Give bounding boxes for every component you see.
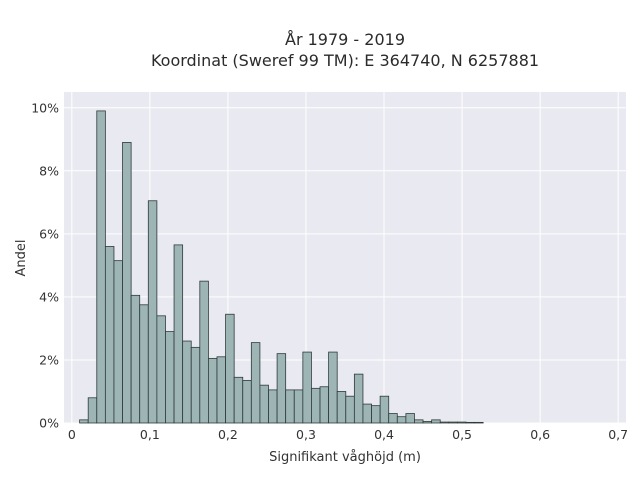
histogram-bar	[79, 419, 89, 424]
histogram-bar	[268, 389, 278, 424]
histogram-bar	[156, 315, 166, 424]
x-tick-label: 0,1	[140, 427, 160, 442]
histogram-bar	[182, 340, 192, 424]
histogram-bar	[285, 389, 295, 424]
histogram-bar	[431, 419, 441, 424]
histogram-bar	[388, 413, 398, 424]
histogram-bar	[199, 280, 209, 424]
histogram-bar	[345, 395, 355, 424]
histogram-bar	[130, 294, 141, 424]
histogram-bar	[259, 384, 269, 424]
y-tick-label: 0%	[39, 416, 59, 431]
histogram-bar	[422, 421, 433, 424]
histogram-bar	[147, 200, 158, 424]
histogram-bar	[250, 342, 261, 424]
histogram-bar	[328, 351, 338, 424]
x-tick-label: 0	[68, 427, 76, 442]
x-tick-label: 0,2	[218, 427, 238, 442]
histogram-bar	[233, 376, 244, 424]
histogram-bar	[474, 421, 484, 424]
histogram-bar	[439, 421, 450, 424]
y-tick-label: 4%	[39, 289, 59, 304]
bars	[79, 110, 484, 424]
x-tick-label: 0,7	[608, 427, 628, 442]
histogram-bar	[414, 419, 424, 424]
x-tick-label: 0,3	[296, 427, 316, 442]
x-axis-label: Signifikant våghöjd (m)	[269, 450, 421, 465]
histogram-bar	[208, 357, 218, 424]
histogram-bar	[465, 421, 475, 424]
histogram-bar	[96, 110, 106, 424]
y-tick-label: 2%	[39, 352, 59, 367]
histogram-bar	[173, 244, 184, 424]
x-tick-label: 0,6	[530, 427, 550, 442]
y-tick-label: 6%	[39, 226, 59, 241]
histogram-bar	[225, 313, 235, 424]
histogram-bar	[216, 356, 226, 424]
y-axis-label: Andel	[14, 240, 29, 277]
histogram-bar	[379, 395, 390, 424]
histogram-bar	[396, 416, 407, 424]
histogram-bar	[104, 246, 115, 424]
histogram-bar	[336, 391, 347, 424]
x-tick-label: 0,5	[452, 427, 472, 442]
chart-title: År 1979 - 2019	[285, 30, 405, 49]
histogram-bar	[165, 331, 175, 424]
histogram-bar	[276, 353, 287, 424]
histogram-bar	[113, 260, 123, 424]
x-tick-labels: 0 0,1 0,2 0,3 0,4 0,5 0,6 0,7	[68, 427, 628, 442]
histogram-bar	[302, 351, 312, 424]
histogram-bar	[190, 346, 201, 424]
histogram-bar	[242, 380, 252, 424]
histogram-bar	[87, 397, 98, 424]
histogram-bar	[448, 421, 458, 424]
histogram-bar	[311, 387, 321, 424]
y-tick-label: 10%	[31, 100, 59, 115]
histogram-bar	[122, 142, 132, 424]
y-tick-label: 8%	[39, 163, 59, 178]
histogram-bar	[139, 304, 149, 424]
histogram-bar	[405, 413, 415, 424]
chart-subtitle: Koordinat (Sweref 99 TM): E 364740, N 62…	[151, 51, 539, 70]
histogram-bar	[456, 421, 467, 424]
histogram-bar	[293, 389, 304, 424]
histogram-bar	[371, 405, 381, 424]
histogram-bar	[362, 403, 372, 424]
y-tick-labels: 0% 2% 4% 6% 8% 10%	[31, 100, 59, 430]
histogram-bar	[319, 386, 330, 424]
histogram-bar	[353, 373, 364, 424]
x-tick-label: 0,4	[374, 427, 394, 442]
